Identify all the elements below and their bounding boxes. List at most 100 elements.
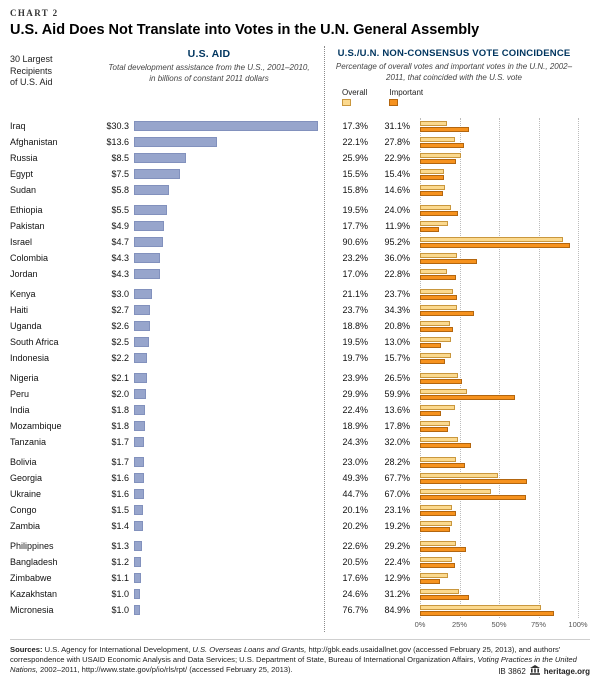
overall-bar — [420, 220, 448, 226]
aid-bar-track — [134, 353, 318, 363]
sources-text: http://gbk.eads.usaidallnet.gov (accesse… — [10, 645, 561, 665]
aid-bar — [134, 521, 143, 531]
country-row: Mozambique $1.8 18.9% 17.8% — [10, 418, 590, 434]
country-label: Jordan — [10, 269, 38, 279]
important-pct-label: 13.6% — [384, 405, 410, 415]
aid-bar-track — [134, 305, 318, 315]
vote-bar-track — [420, 318, 578, 334]
aid-bar-track — [134, 237, 318, 247]
aid-bar — [134, 237, 163, 247]
overall-pct-label: 49.3% — [342, 473, 368, 483]
important-bar — [420, 294, 458, 300]
overall-pct-label: 17.6% — [342, 573, 368, 583]
vote-bar-track — [420, 234, 578, 250]
aid-bar — [134, 337, 150, 347]
country-row: Ethiopia $5.5 19.5% 24.0% — [10, 202, 590, 218]
important-bar — [420, 142, 464, 148]
country-label: India — [10, 405, 30, 415]
country-label: Nigeria — [10, 373, 39, 383]
aid-bar-track — [134, 321, 318, 331]
site-label: heritage.org — [543, 666, 590, 676]
important-pct-label: 59.9% — [384, 389, 410, 399]
aid-value-label: $5.8 — [111, 185, 129, 195]
aid-value-label: $1.4 — [111, 521, 129, 531]
vote-bar-track — [420, 586, 578, 602]
aid-bar — [134, 169, 180, 179]
vote-bar-track — [420, 302, 578, 318]
country-row: Jordan $4.3 17.0% 22.8% — [10, 266, 590, 282]
aid-bar-track — [134, 457, 318, 467]
important-bar — [420, 310, 475, 316]
country-row: Ukraine $1.6 44.7% 67.0% — [10, 486, 590, 502]
aid-bar — [134, 321, 150, 331]
gridline — [420, 118, 421, 618]
important-bar — [420, 342, 441, 348]
country-row: Sudan $5.8 15.8% 14.6% — [10, 182, 590, 198]
important-bar — [420, 578, 441, 584]
aid-bar-track — [134, 269, 318, 279]
aid-bar-track — [134, 205, 318, 215]
aid-bar — [134, 573, 141, 583]
aid-bar-track — [134, 337, 318, 347]
aid-bar — [134, 373, 147, 383]
important-bar — [420, 546, 467, 552]
vote-bar-track — [420, 470, 578, 486]
vote-gridlines — [420, 118, 579, 618]
overall-bar — [420, 540, 456, 546]
country-label: Russia — [10, 153, 38, 163]
country-row: Congo $1.5 20.1% 23.1% — [10, 502, 590, 518]
gridline — [459, 118, 461, 618]
vote-bar-track — [420, 418, 578, 434]
aid-bar — [134, 153, 186, 163]
overall-bar — [420, 604, 542, 610]
aid-bar — [134, 253, 161, 263]
overall-bar — [420, 204, 451, 210]
important-pct-label: 22.9% — [384, 153, 410, 163]
important-pct-label: 11.9% — [385, 221, 410, 231]
aid-bar-track — [134, 437, 318, 447]
important-pct-label: 12.9% — [384, 573, 410, 583]
overall-bar — [420, 372, 458, 378]
country-row: Egypt $7.5 15.5% 15.4% — [10, 166, 590, 182]
votes-title: U.S./U.N. NON-CONSENSUS VOTE COINCIDENCE — [337, 48, 571, 59]
overall-pct-label: 23.2% — [342, 253, 368, 263]
important-bar — [420, 610, 555, 616]
aid-bar-track — [134, 505, 318, 515]
country-label: Bolivia — [10, 457, 37, 467]
important-pct-label: 15.7% — [384, 353, 410, 363]
sources-note: Sources: U.S. Agency for International D… — [10, 639, 590, 675]
country-row: Bangladesh $1.2 20.5% 22.4% — [10, 554, 590, 570]
legend-overall-swatch — [342, 98, 351, 106]
sources-publication: U.S. Overseas Loans and Grants, — [192, 645, 307, 654]
important-pct-label: 20.8% — [384, 321, 410, 331]
important-pct-label: 26.5% — [384, 373, 410, 383]
important-pct-label: 84.9% — [384, 605, 410, 615]
country-label: Kazakhstan — [10, 589, 58, 599]
important-bar — [420, 426, 449, 432]
overall-bar — [420, 472, 498, 478]
aid-value-label: $2.5 — [111, 337, 129, 347]
country-label: Congo — [10, 505, 37, 515]
country-label: Israel — [10, 237, 33, 247]
country-label: Peru — [10, 389, 30, 399]
aid-bar — [134, 557, 142, 567]
country-row: South Africa $2.5 19.5% 13.0% — [10, 334, 590, 350]
important-pct-label: 15.4% — [384, 169, 410, 179]
aid-bar — [134, 489, 144, 499]
important-bar — [420, 494, 526, 500]
aid-value-label: $1.8 — [111, 421, 129, 431]
aid-bar — [134, 137, 217, 147]
vote-bar-track — [420, 434, 578, 450]
important-bar — [420, 462, 465, 468]
important-pct-label: 32.0% — [384, 437, 410, 447]
aid-value-label: $30.3 — [106, 121, 129, 131]
column-headers: 30 Largest Recipients of U.S. Aid U.S. A… — [10, 46, 590, 118]
overall-pct-label: 29.9% — [342, 389, 368, 399]
overall-bar — [420, 320, 450, 326]
aid-bar-track — [134, 153, 318, 163]
aid-bar — [134, 185, 170, 195]
aid-value-label: $1.6 — [111, 489, 129, 499]
vote-bar-track — [420, 602, 578, 618]
aid-bar-track — [134, 557, 318, 567]
country-row: Uganda $2.6 18.8% 20.8% — [10, 318, 590, 334]
